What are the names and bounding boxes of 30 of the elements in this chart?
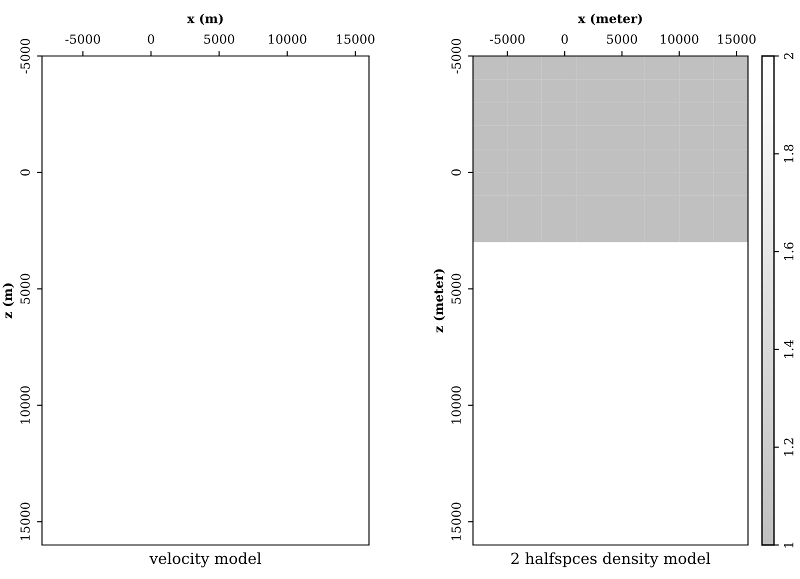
y-tick-label: 5000 — [20, 274, 30, 304]
y-tick-label: 0 — [451, 169, 461, 176]
y-tick-label: 10000 — [20, 386, 30, 424]
x-tick-label: 0 — [148, 34, 154, 44]
x-tick-label: 10000 — [660, 34, 698, 44]
color-bar-label: 1.2 — [784, 438, 794, 456]
x-tick-label: 10000 — [268, 34, 306, 44]
x-tick-label: 0 — [562, 34, 568, 44]
x-axis-title: x (m) — [187, 14, 223, 26]
x-tick-label: -5000 — [65, 34, 100, 44]
x-tick-label: 15000 — [337, 34, 374, 44]
color-bar-label: 1.8 — [784, 144, 794, 162]
y-axis-title: z (m) — [2, 283, 14, 318]
y-tick-label: 15000 — [20, 502, 30, 540]
x-tick-label: 5000 — [204, 34, 234, 44]
x-tick-label: -5000 — [490, 34, 525, 44]
y-axis-title: z (meter) — [434, 269, 445, 332]
text: 2 halfspces density model — [511, 552, 710, 568]
text: velocity model — [149, 552, 262, 568]
color-bar-label: 1.4 — [784, 340, 794, 358]
y-tick-label: 5000 — [451, 274, 461, 304]
y-tick-label: 0 — [20, 169, 30, 176]
x-axis-title: x (meter) — [578, 14, 642, 26]
color-bar-label: 1 — [784, 542, 794, 548]
y-tick-label: 15000 — [451, 502, 461, 540]
color-bar-label: 1.6 — [784, 242, 794, 260]
x-tick-label: 15000 — [718, 34, 756, 44]
y-tick-label: 10000 — [451, 386, 461, 424]
x-tick-label: 5000 — [607, 34, 638, 44]
color-bar-label: 2 — [784, 53, 794, 60]
